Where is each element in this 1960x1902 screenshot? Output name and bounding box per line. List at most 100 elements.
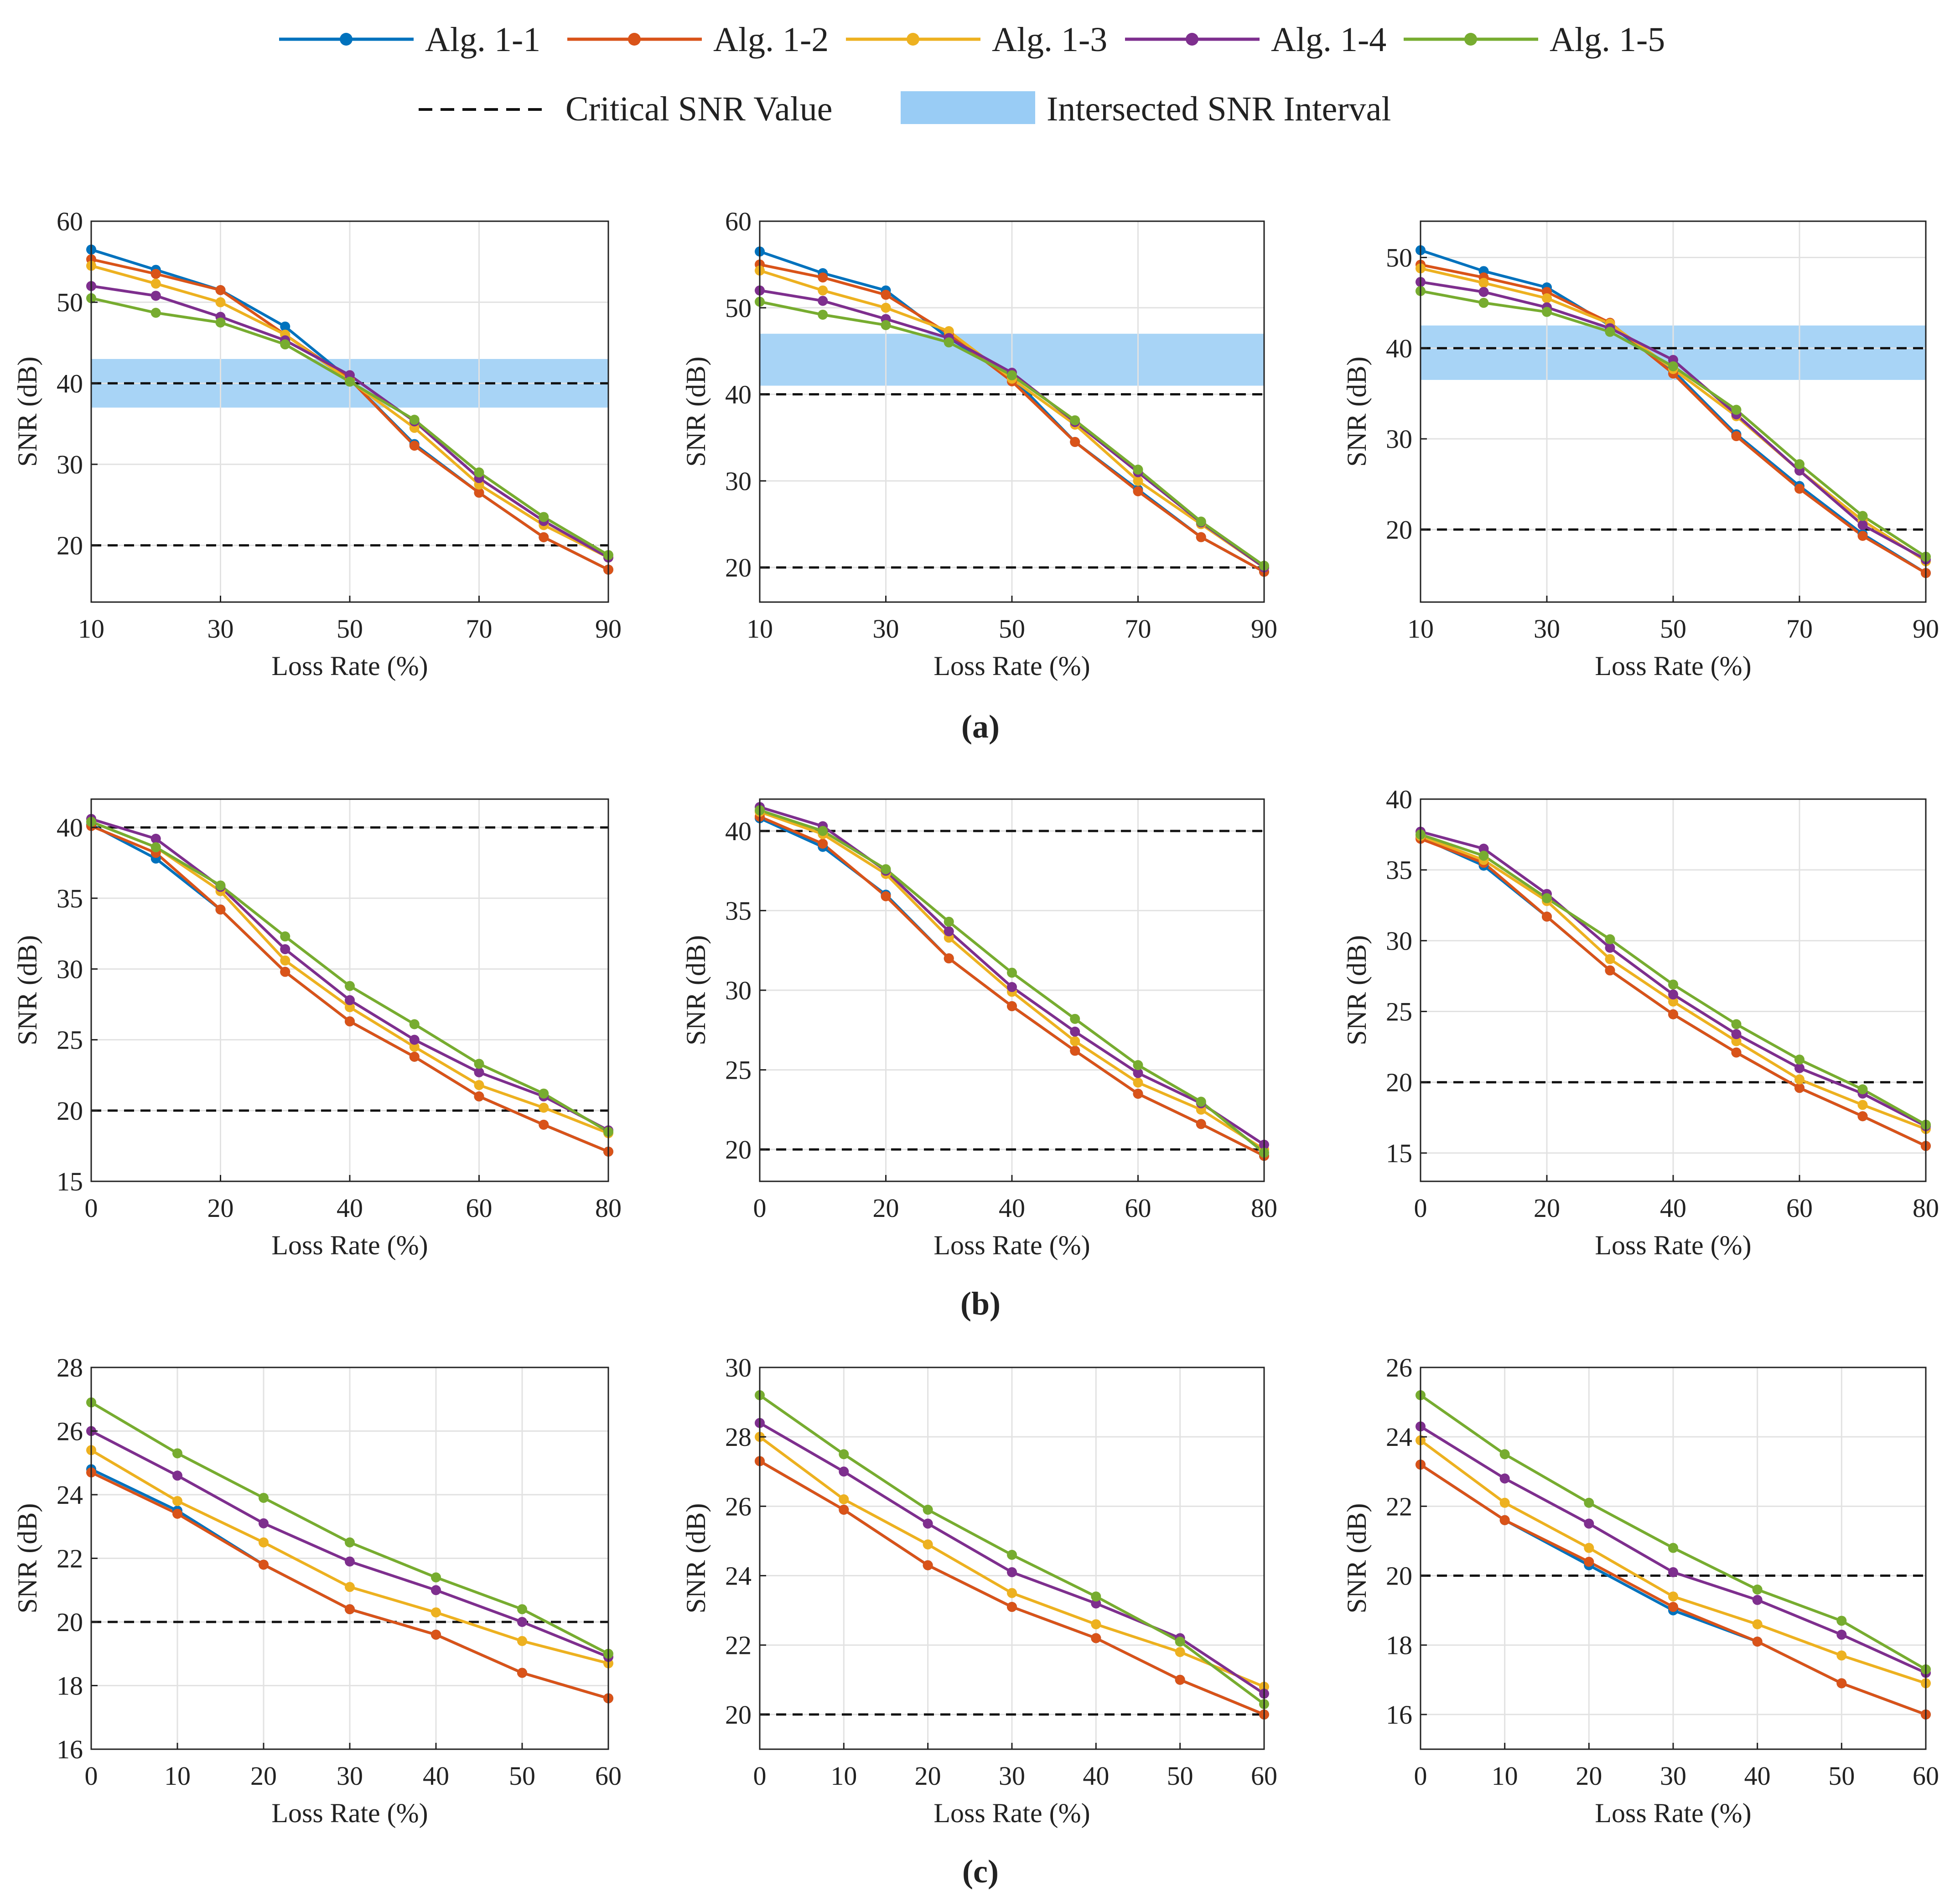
x-tick-label: 30 [999, 1761, 1025, 1791]
data-point-alg-1-5 [280, 931, 290, 942]
legend: Alg. 1-1 Alg. 1-2 Alg. 1-3 Alg. 1-4 Alg. 1-5… [279, 21, 1665, 128]
data-point-alg-1-2 [1857, 530, 1868, 541]
data-point-alg-1-3 [259, 1537, 269, 1548]
data-point-alg-1-2 [923, 1560, 933, 1570]
x-tick-label: 30 [1660, 1761, 1686, 1791]
data-point-alg-1-3 [431, 1607, 441, 1618]
x-tick-label: 10 [1407, 614, 1434, 644]
y-tick-label: 20 [1386, 515, 1412, 545]
data-point-alg-1-4 [409, 1034, 420, 1045]
legend-label-2: Alg. 1-2 [713, 21, 829, 59]
chart-panel-c-1: 0 10 20 30 40 50 60 16 18 20 22 24 26 28 Loss Rate (%)… [12, 1353, 622, 1828]
x-axis-label: Loss Rate (%) [271, 1798, 428, 1828]
x-tick-label: 70 [466, 614, 493, 644]
data-point-alg-1-3 [1857, 1100, 1868, 1110]
data-point-alg-1-4 [839, 1466, 849, 1477]
data-point-alg-1-3 [1478, 278, 1489, 288]
x-tick-label: 10 [1492, 1761, 1518, 1791]
x-tick-label: 60 [595, 1761, 622, 1791]
data-point-alg-1-4 [150, 833, 161, 844]
y-tick-label: 20 [725, 1135, 752, 1164]
y-tick-label: 15 [1386, 1138, 1412, 1168]
chart-panel-b-3: 0 20 40 60 80 15 20 25 30 35 40 Loss Rate (%) SNR (d… [1342, 785, 1939, 1260]
data-point-alg-1-2 [818, 838, 828, 849]
y-axis-label: SNR (dB) [12, 935, 42, 1045]
data-point-alg-1-5 [1070, 1013, 1080, 1024]
data-point-alg-1-5 [1499, 1449, 1510, 1460]
data-point-alg-1-3 [923, 1539, 933, 1550]
x-tick-label: 10 [830, 1761, 857, 1791]
data-point-alg-1-3 [1668, 996, 1678, 1007]
y-axis-label: SNR (dB) [681, 1503, 711, 1614]
legend-interval-label: Intersected SNR Interval [1047, 90, 1391, 128]
data-point-alg-1-5 [539, 512, 549, 522]
y-tick-label: 30 [725, 976, 752, 1005]
x-tick-label: 40 [423, 1761, 449, 1791]
data-point-alg-1-2 [1133, 1088, 1143, 1099]
data-point-alg-1-5 [345, 1537, 355, 1548]
data-point-alg-1-4 [280, 944, 290, 954]
x-tick-label: 0 [753, 1761, 767, 1791]
data-point-alg-1-3 [1091, 1619, 1101, 1630]
data-point-alg-1-2 [881, 891, 891, 901]
data-point-alg-1-2 [818, 272, 828, 283]
data-point-alg-1-5 [1091, 1591, 1101, 1602]
y-tick-label: 50 [1386, 243, 1412, 273]
data-point-alg-1-3 [1133, 1077, 1143, 1088]
y-tick-label: 26 [725, 1491, 752, 1521]
data-point-alg-1-2 [1196, 532, 1206, 542]
data-point-alg-1-5 [1196, 516, 1206, 527]
y-tick-label: 40 [57, 813, 83, 842]
data-point-alg-1-3 [172, 1496, 182, 1506]
y-tick-label: 20 [57, 531, 83, 561]
data-point-alg-1-2 [839, 1504, 849, 1515]
data-point-alg-1-5 [818, 826, 828, 836]
y-tick-label: 20 [1386, 1561, 1412, 1591]
data-point-alg-1-5 [215, 880, 226, 891]
data-point-alg-1-3 [150, 278, 161, 289]
y-tick-label: 22 [1386, 1491, 1412, 1521]
y-tick-label: 20 [57, 1096, 83, 1126]
y-tick-label: 40 [725, 816, 752, 846]
data-point-alg-1-3 [1133, 476, 1143, 486]
chart-panel-c-2: 0 10 20 30 40 50 60 20 22 24 26 28 30 Loss Rate (%) SN… [681, 1353, 1277, 1828]
row-label-a: (a) [961, 708, 1000, 745]
data-point-alg-1-5 [1478, 851, 1489, 861]
x-tick-label: 20 [873, 1193, 899, 1223]
y-tick-label: 28 [725, 1422, 752, 1452]
x-tick-label: 50 [337, 614, 363, 644]
x-tick-label: 20 [207, 1193, 234, 1223]
legend-label-5: Alg. 1-5 [1550, 21, 1665, 59]
x-tick-label: 40 [1744, 1761, 1771, 1791]
data-point-alg-1-2 [1007, 1001, 1017, 1011]
data-point-alg-1-2 [1584, 1557, 1594, 1567]
y-tick-label: 22 [57, 1544, 83, 1574]
data-point-alg-1-5 [818, 309, 828, 320]
legend-marker-4 [1186, 33, 1198, 46]
data-point-alg-1-2 [1499, 1515, 1510, 1525]
data-point-alg-1-3 [345, 1582, 355, 1592]
y-tick-label: 35 [57, 883, 83, 913]
x-tick-label: 30 [337, 1761, 363, 1791]
data-point-alg-1-2 [539, 1119, 549, 1130]
x-tick-label: 50 [509, 1761, 535, 1791]
data-point-alg-1-4 [345, 995, 355, 1005]
data-point-alg-1-2 [280, 967, 290, 977]
data-point-alg-1-5 [1857, 511, 1868, 521]
data-point-alg-1-3 [839, 1494, 849, 1505]
data-point-alg-1-5 [1007, 370, 1017, 380]
data-point-alg-1-3 [1668, 1591, 1678, 1602]
x-axis-label: Loss Rate (%) [933, 1798, 1090, 1828]
data-point-alg-1-4 [944, 926, 954, 936]
data-point-alg-1-2 [1175, 1674, 1185, 1685]
x-tick-label: 20 [1534, 1193, 1560, 1223]
x-tick-label: 0 [1414, 1193, 1427, 1223]
data-point-alg-1-2 [259, 1559, 269, 1570]
y-tick-label: 40 [725, 380, 752, 410]
y-tick-label: 20 [57, 1607, 83, 1637]
data-point-alg-1-5 [431, 1572, 441, 1583]
data-point-alg-1-2 [1857, 1111, 1868, 1122]
data-point-alg-1-5 [409, 1019, 420, 1029]
data-point-alg-1-4 [1007, 982, 1017, 993]
legend-marker-3 [907, 33, 919, 46]
